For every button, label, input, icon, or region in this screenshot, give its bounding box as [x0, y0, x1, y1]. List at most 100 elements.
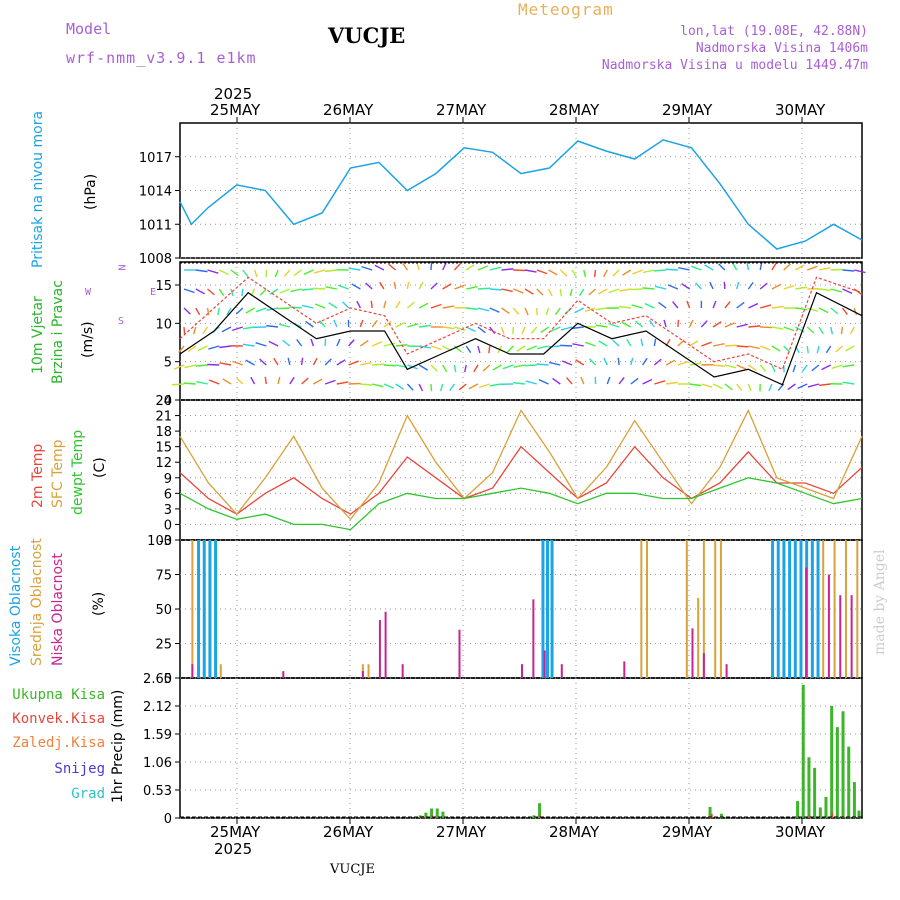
wind-barb: [324, 379, 336, 385]
wind-barb: [678, 266, 690, 271]
wind-barb: [771, 305, 784, 309]
wind-barb: [439, 383, 444, 392]
wind-barb: [718, 263, 726, 271]
cloud-high-bar: [208, 540, 212, 678]
wind-barb: [759, 282, 768, 290]
precip-total-bar: [538, 803, 542, 818]
wind-barb: [845, 345, 855, 352]
cloud-high-bar: [550, 540, 554, 678]
cloud-mid-bar: [714, 540, 717, 678]
wind-barb: [724, 322, 735, 328]
wind-barb: [477, 287, 490, 290]
wind-barb: [183, 307, 191, 315]
wind-barb: [536, 269, 548, 275]
wind-barb: [787, 383, 796, 391]
wind-barb: [255, 342, 267, 347]
compass-s: S: [118, 316, 125, 327]
wind-barb: [665, 268, 678, 271]
wind-barb: [287, 357, 291, 366]
legend-freezing-rain: Zaledj.Kisa: [12, 735, 105, 751]
wind-barb: [383, 300, 387, 309]
wind-barb: [217, 307, 220, 316]
wind-barb: [747, 383, 752, 392]
wind-barb: [218, 269, 229, 276]
y-tick-label: 1014: [139, 185, 172, 200]
wind-barb: [207, 288, 215, 296]
wind-barb: [230, 288, 234, 297]
wind-barb: [324, 358, 332, 366]
wind-barb: [305, 320, 314, 328]
wind-barb: [454, 326, 466, 331]
wind-barb: [735, 281, 740, 290]
wind-barb: [783, 284, 795, 290]
wind-barb: [801, 364, 808, 372]
cloud-mid-bar: [702, 540, 705, 678]
wind-barb: [709, 281, 714, 290]
wind-barb: [388, 263, 397, 271]
wind-barb: [279, 288, 291, 294]
precip-total-bar: [441, 811, 445, 818]
precip-total-bar: [847, 746, 851, 818]
wind-barb: [453, 263, 461, 271]
wind-barb: [537, 345, 549, 350]
wind-barb: [830, 288, 842, 293]
wind-barb: [783, 345, 791, 353]
wind-barb: [630, 357, 634, 366]
wind-barb: [746, 262, 750, 271]
wind-barb: [430, 383, 433, 392]
wind-barb: [442, 305, 455, 309]
wind-barb: [195, 288, 206, 295]
wind-barb: [631, 304, 643, 309]
y-tick-label: -3: [159, 534, 172, 549]
wind-barb: [301, 288, 314, 291]
wind-barb: [196, 380, 208, 385]
precip-convective-bar: [808, 815, 811, 818]
wind-barb: [736, 323, 748, 328]
wind-barb: [666, 381, 678, 385]
wind-barb: [359, 339, 369, 347]
wind-barb: [525, 380, 537, 385]
wind-barb: [612, 269, 620, 277]
wind-barb: [701, 341, 712, 347]
wind-barb: [183, 382, 196, 385]
wind-barb: [521, 326, 526, 335]
wind-barb: [348, 267, 361, 271]
cloud-low-bar: [543, 650, 546, 678]
wind-barb: [264, 376, 268, 385]
wind-barb: [608, 288, 620, 294]
wind-barb: [621, 321, 632, 328]
wind-barb: [619, 288, 631, 292]
wind-barb: [569, 288, 573, 297]
wind-barb: [606, 376, 611, 385]
wind-barb: [771, 283, 782, 290]
wind-barb: [489, 326, 496, 334]
wind-barb: [492, 364, 502, 371]
legend-hail: Grad: [71, 786, 105, 802]
wind-barb: [584, 307, 596, 312]
cloud-high-bar: [197, 540, 201, 678]
wind-barb: [513, 381, 526, 385]
wind-barb: [818, 326, 824, 335]
day-label-top: 25MAY: [210, 101, 261, 119]
day-label-top: 29MAY: [662, 101, 713, 119]
wind-barb: [560, 344, 573, 347]
wind-barb: [259, 288, 267, 296]
wind-barb: [795, 264, 805, 271]
year-top: 2025: [214, 85, 253, 103]
year-bottom: 2025: [214, 840, 253, 858]
wind-barb: [202, 326, 209, 335]
wind-barb: [783, 263, 791, 271]
wind-barb: [360, 361, 372, 366]
y-tick-label: 0: [164, 394, 172, 409]
wind-barb: [548, 361, 561, 366]
wind-barb: [736, 301, 745, 309]
lonlat-text: lon,lat (19.08E, 42.88N): [680, 24, 868, 39]
meteogram-title: Meteogram: [518, 0, 614, 19]
wind-barb: [853, 307, 858, 316]
wind-barb: [269, 288, 279, 295]
wind-barb: [477, 265, 489, 271]
cloud-low-bar: [827, 574, 830, 678]
wind-barb: [501, 307, 510, 315]
y-tick-label: 21: [155, 410, 172, 425]
wind-barb: [430, 262, 433, 271]
